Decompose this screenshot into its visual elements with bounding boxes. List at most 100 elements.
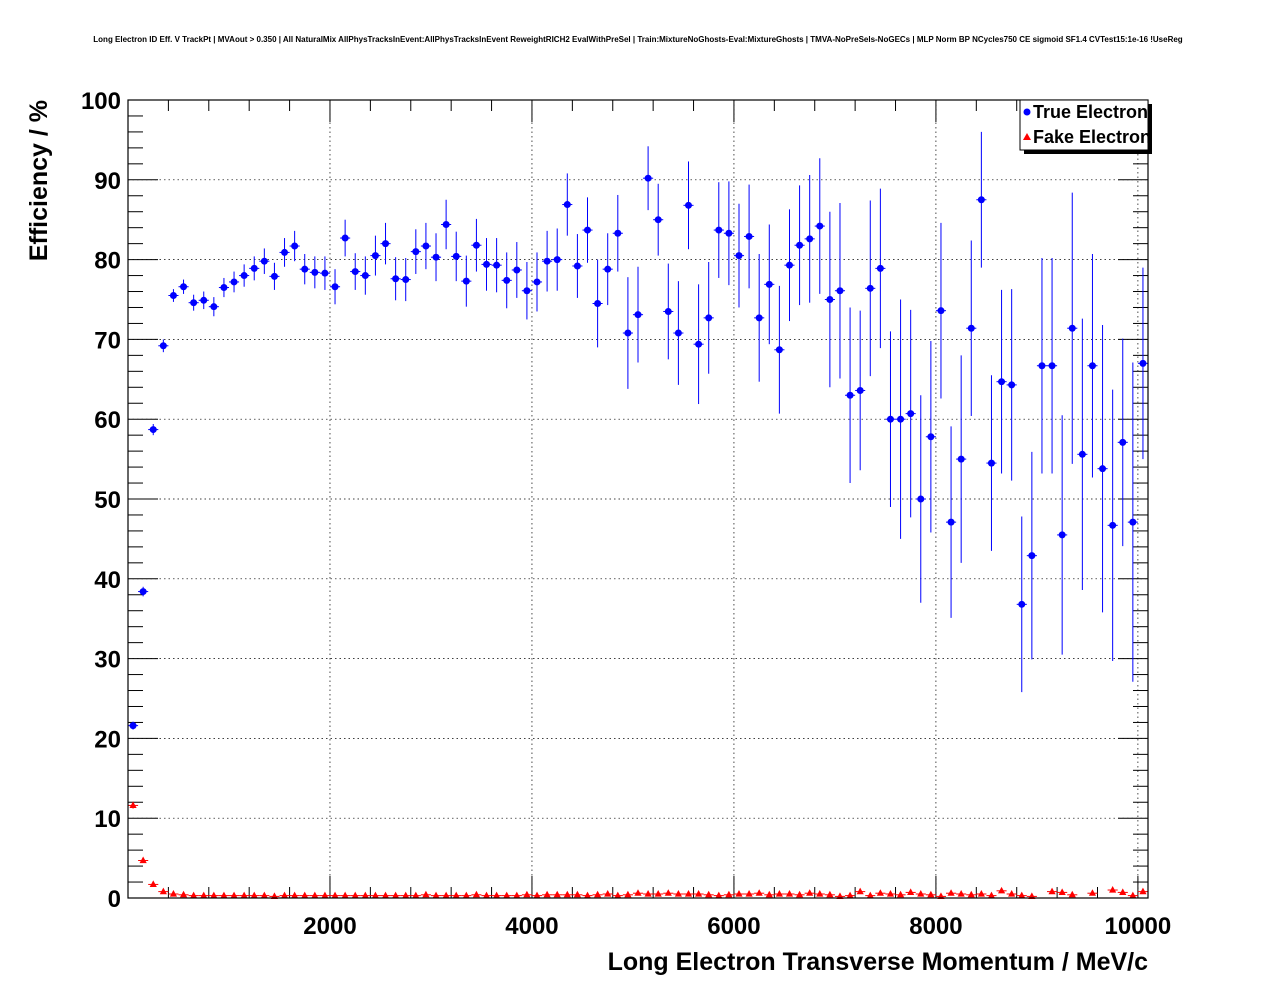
data-point <box>785 261 793 269</box>
data-point <box>422 242 430 250</box>
data-point <box>149 880 157 888</box>
data-point <box>351 268 359 276</box>
data-point <box>654 890 662 897</box>
data-point <box>997 886 1006 894</box>
y-tick-label: 20 <box>94 726 121 753</box>
data-point <box>694 890 703 897</box>
legend: True Electron Fake Electron <box>1019 99 1152 154</box>
data-point <box>594 890 602 898</box>
data-point <box>382 240 390 248</box>
data-point <box>270 892 279 900</box>
data-point <box>876 889 884 896</box>
data-point <box>977 890 985 897</box>
data-point <box>876 264 884 272</box>
data-point <box>452 891 460 899</box>
y-tick-label: 30 <box>94 647 121 674</box>
plot-frame <box>127 99 1149 899</box>
data-point <box>311 268 319 276</box>
data-point <box>604 265 612 273</box>
data-point <box>1068 890 1076 898</box>
data-point <box>634 311 642 319</box>
data-point <box>836 287 844 295</box>
data-point <box>796 241 804 249</box>
data-point <box>220 891 228 899</box>
x-tick-label: 2000 <box>303 913 356 940</box>
data-point <box>281 248 289 256</box>
data-point <box>745 232 753 240</box>
data-point <box>493 261 501 269</box>
data-point <box>402 276 410 284</box>
data-point <box>886 890 895 897</box>
data-point <box>190 891 198 899</box>
data-point <box>584 226 592 234</box>
data-point <box>755 314 763 322</box>
data-point <box>998 378 1006 386</box>
tick-labels: 2000 4000 6000 8000 10000 0 10 20 30 40 50 60 70 80 90… <box>81 88 1171 940</box>
y-tick-label: 60 <box>94 407 121 434</box>
data-point <box>735 252 743 260</box>
data-point <box>1119 888 1127 896</box>
data-point <box>503 891 511 899</box>
data-point <box>795 890 804 898</box>
data-point <box>644 890 652 897</box>
data-point <box>432 253 440 261</box>
x-tick-label: 6000 <box>707 913 760 940</box>
data-point <box>149 426 157 434</box>
data-point <box>836 892 844 900</box>
data-point <box>573 262 581 270</box>
data-point <box>210 303 218 311</box>
data-point <box>371 891 380 899</box>
data-point <box>927 433 935 441</box>
data-point <box>1018 891 1026 899</box>
data-point <box>139 588 147 596</box>
y-tick-label: 40 <box>94 567 121 594</box>
data-point <box>856 887 864 895</box>
y-tick-label: 90 <box>94 168 121 195</box>
data-point <box>1048 362 1056 370</box>
data-point <box>816 890 824 897</box>
data-point <box>725 890 733 898</box>
data-point <box>967 324 975 332</box>
data-point <box>957 890 965 897</box>
data-point <box>220 284 228 292</box>
data-point <box>705 890 713 898</box>
x-tick-label: 8000 <box>909 913 962 940</box>
data-point <box>1109 886 1117 893</box>
data-point <box>765 280 773 288</box>
data-point <box>614 891 622 899</box>
data-point <box>270 272 278 280</box>
data-point <box>1099 465 1107 473</box>
data-point <box>200 891 208 899</box>
y-tick-label: 80 <box>94 248 121 275</box>
data-point <box>200 296 208 304</box>
y-tick-label: 50 <box>94 487 121 514</box>
data-point <box>432 891 440 899</box>
data-point <box>957 455 965 463</box>
data-point <box>230 278 238 286</box>
data-point <box>341 891 349 899</box>
data-point <box>180 283 188 291</box>
data-point <box>361 272 369 280</box>
series-true-electron <box>128 131 1148 730</box>
data-point <box>634 889 642 896</box>
data-point <box>513 891 521 899</box>
legend-shadow-bottom <box>1024 150 1152 154</box>
data-point <box>392 891 400 899</box>
data-point <box>907 888 915 896</box>
data-point <box>816 222 824 230</box>
data-point <box>1119 438 1127 446</box>
data-point <box>1058 888 1066 896</box>
data-point <box>513 266 521 274</box>
data-point <box>462 277 470 285</box>
y-axis-title: Efficiency / % <box>25 100 53 261</box>
data-point <box>351 891 359 899</box>
data-point <box>856 386 864 394</box>
data-point <box>543 257 551 265</box>
data-point <box>1078 450 1086 458</box>
data-series <box>128 131 1148 900</box>
data-point <box>846 891 854 899</box>
data-point <box>1139 887 1147 895</box>
data-point <box>493 891 501 899</box>
data-point <box>563 890 571 898</box>
data-point <box>240 272 248 280</box>
